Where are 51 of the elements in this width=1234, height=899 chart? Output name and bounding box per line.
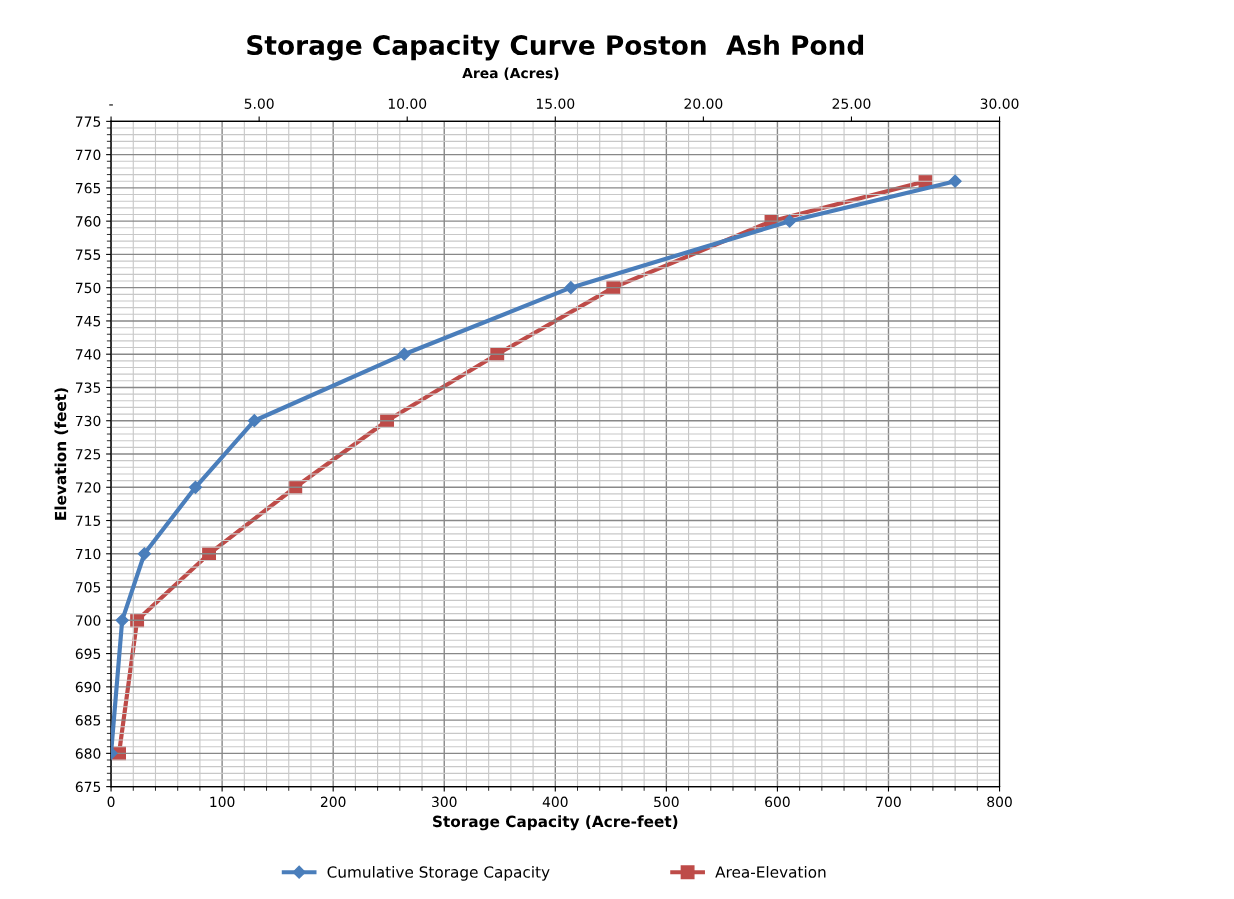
y-tick-label: 760 [75,216,101,227]
x2-tick-label: 15.00 [536,98,575,109]
y-tick-label: 725 [75,448,101,460]
y-tick-label: 695 [75,648,101,660]
x-tick-label: 100 [210,796,235,808]
y-tick-label: 775 [75,116,101,127]
point [137,547,151,561]
legend-label: Area-Elevation [715,865,826,878]
legend-label: Cumulative Storage Capacity [327,865,550,881]
y-tick-label: 675 [75,781,101,793]
y-tick-label: 730 [75,415,101,427]
point [188,480,203,494]
x-tick-label: 400 [542,796,568,808]
point [397,347,411,361]
x-tick-label: 600 [765,796,790,808]
point [247,414,261,428]
y-tick-label: 755 [75,249,101,260]
x2-tick-label: 25.00 [832,98,871,109]
x2-tick-label: 5.00 [244,98,274,109]
point [564,281,578,295]
chart-title: Storage Capacity Curve Poston Ash Pond [247,34,864,61]
point [115,613,129,627]
y-tick-label: 750 [75,282,101,294]
y-tick-label: 690 [75,681,101,693]
x-axis-title: Storage Capacity (Acre-feet) [433,815,678,831]
x2-axis-title: Area (Acres) [462,67,559,80]
y-tick-label: 705 [75,582,101,593]
y-tick-label: 720 [75,482,101,493]
y-tick-label: 700 [75,615,101,626]
y-tick-label: 715 [75,515,101,526]
point [948,174,962,188]
x2-tick-label: 20.00 [684,98,723,109]
x2-tick-label: 10.00 [388,98,427,109]
x-tick-label: 300 [432,796,457,808]
y-axis-title: Elevation (feet) [54,388,69,520]
x-tick-label: 700 [876,796,901,808]
y-tick-label: 735 [75,382,101,393]
x-tick-label: 500 [654,796,679,808]
y-tick-label: 770 [75,149,101,161]
y-tick-label: 765 [75,182,101,194]
y-tick-label: 745 [75,316,101,327]
y-tick-label: 680 [75,748,101,759]
y-tick-label: 685 [75,715,101,726]
point [783,214,797,228]
x2-tick-label: - [109,104,113,106]
x2-tick-label: 30.00 [980,98,1019,109]
x-tick-label: 200 [320,796,346,808]
x-tick-label: 800 [987,796,1012,808]
y-tick-label: 710 [75,548,101,560]
y-tick-label: 740 [75,349,101,360]
x-tick-label: 0 [107,796,115,808]
